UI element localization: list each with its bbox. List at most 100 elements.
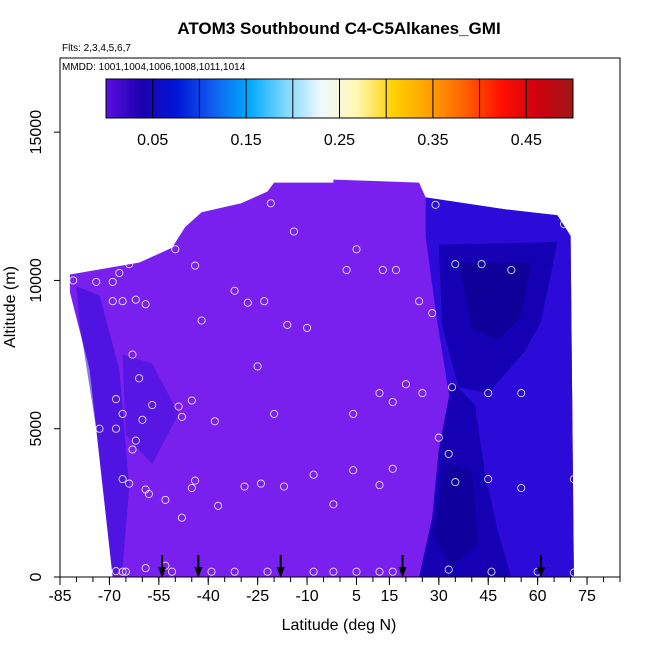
sample-point: [447, 383, 457, 392]
sample-point: [111, 567, 121, 576]
sample-point: [108, 277, 117, 286]
sample-point: [102, 567, 111, 576]
x-axis: -85 -70 -55 -40 -25 -10 5 15 30 45 60 75: [48, 577, 621, 605]
y-tick-label: 0: [28, 572, 45, 581]
sample-point: [243, 298, 252, 307]
sample-point: [167, 567, 177, 576]
sample-point: [131, 436, 140, 445]
sample-point: [329, 567, 338, 576]
sample-point: [375, 389, 384, 398]
y-tick-label: 10000: [28, 258, 45, 303]
flight-arrow: [276, 555, 285, 578]
sample-point: [487, 567, 496, 576]
sample-point: [451, 478, 460, 487]
sample-point: [141, 248, 150, 257]
sample-point: [431, 200, 440, 209]
field-core-upper: [458, 262, 532, 340]
sample-point: [118, 297, 127, 306]
sample-point: [177, 412, 186, 421]
field-core-lower: [432, 464, 479, 569]
x-tick-label: -85: [48, 588, 71, 605]
chart-title: ATOM3 Southbound C4-C5Alkanes_GMI: [177, 19, 500, 38]
x-axis-label: Latitude (deg N): [282, 617, 397, 634]
sample-point: [415, 297, 424, 306]
x-tick-label: -70: [98, 588, 121, 605]
sample-point: [352, 567, 361, 576]
y-axis-label: Altitude (m): [2, 266, 19, 348]
sample-point: [253, 362, 262, 371]
colorbar: 0.05 0.15 0.25 0.35 0.45: [105, 78, 574, 149]
sample-point: [230, 567, 239, 576]
sample-point: [418, 389, 427, 398]
sample-point: [507, 265, 516, 275]
sample-point: [128, 350, 137, 359]
y-axis: 0 5000 10000 15000: [28, 110, 60, 581]
colorbar-tick-label: 0.15: [231, 132, 262, 149]
x-tick-label: 30: [430, 588, 448, 605]
x-tick-label: 5: [352, 588, 361, 605]
sample-points: [69, 199, 578, 577]
sample-point: [388, 397, 397, 407]
sample-point: [125, 479, 134, 488]
sample-point: [121, 567, 130, 576]
sample-point: [135, 374, 144, 383]
sample-point: [270, 409, 279, 418]
sample-point: [289, 227, 298, 236]
sample-point: [141, 300, 150, 309]
x-tick-label: -55: [147, 588, 170, 605]
sample-point: [517, 389, 526, 398]
sample-point: [401, 380, 410, 389]
sample-point: [69, 276, 78, 285]
flight-arrows: [158, 555, 545, 578]
sample-point: [309, 567, 318, 576]
sample-point: [309, 470, 318, 479]
y-tick-label: 15000: [28, 110, 45, 155]
sample-point: [388, 567, 397, 576]
x-tick-label: -40: [197, 588, 220, 605]
flight-arrow: [398, 555, 407, 578]
sample-point: [191, 261, 200, 270]
sample-point: [342, 265, 351, 275]
sample-point: [451, 260, 460, 269]
sample-point: [240, 482, 249, 491]
flight-arrow: [194, 555, 203, 578]
sample-point: [171, 245, 180, 254]
sample-point: [559, 220, 569, 229]
sample-point: [92, 277, 101, 286]
flight-arrow: [158, 555, 167, 578]
sample-point: [207, 567, 216, 576]
flights-label: Flts: 2,3,4,5,6,7: [62, 43, 131, 54]
sample-point: [378, 265, 387, 275]
sample-point: [111, 424, 121, 433]
sample-point: [191, 476, 200, 485]
dates-label: MMDD: 1001,1004,1006,1008,1011,1014: [62, 62, 246, 73]
sample-point: [138, 415, 147, 424]
sample-point: [434, 433, 443, 442]
sample-point: [111, 395, 121, 404]
sample-point: [197, 316, 206, 325]
sample-point: [352, 245, 361, 254]
sample-point: [187, 483, 196, 493]
sample-point: [95, 424, 104, 433]
sample-point: [148, 400, 157, 410]
sample-point: [118, 567, 127, 576]
x-tick-label: 15: [381, 588, 399, 605]
sample-point: [375, 567, 384, 576]
x-tick-label: 75: [578, 588, 596, 605]
sample-point: [177, 513, 186, 522]
x-tick-label: 45: [479, 588, 497, 605]
sample-point: [279, 482, 289, 491]
sample-point: [349, 466, 358, 475]
sample-point: [329, 500, 338, 509]
field-west-edge: [76, 286, 130, 577]
sample-point: [517, 483, 526, 493]
sample-point: [391, 265, 401, 275]
sample-point: [569, 475, 578, 484]
x-tick-label: 60: [529, 588, 547, 605]
sample-point: [444, 449, 453, 458]
flight-arrow: [536, 555, 545, 578]
sample-point: [569, 568, 578, 577]
colorbar-tick-label: 0.25: [324, 132, 355, 149]
sample-point: [230, 286, 239, 295]
